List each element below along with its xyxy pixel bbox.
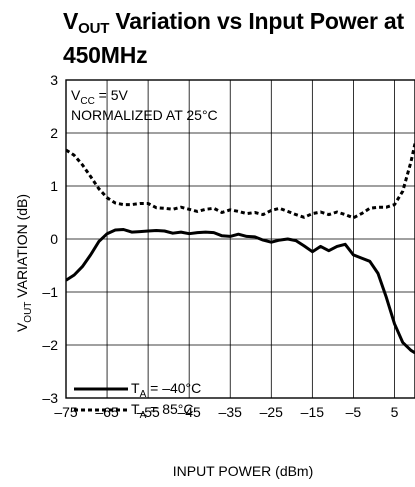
y-tick-label: 1: [50, 178, 58, 194]
x-tick-label: –55: [136, 404, 160, 420]
y-tick-label: –3: [42, 390, 58, 406]
x-tick-label: –65: [95, 404, 119, 420]
normalized-annotation: NORMALIZED AT 25°C: [71, 107, 218, 123]
series-layer: [66, 143, 415, 355]
y-tick-label: –2: [42, 337, 58, 353]
title-line2: 450MHz: [63, 42, 148, 68]
legend-label-dashed: TA = 85°C: [131, 401, 193, 421]
title-rest: Variation vs Input Power at: [109, 8, 404, 34]
x-tick-label: –15: [301, 404, 325, 420]
y-tick-label: 0: [50, 231, 58, 247]
x-tick-label: –35: [219, 404, 243, 420]
x-tick-label: –5: [346, 404, 362, 420]
plot-frame: [65, 79, 415, 399]
grid-lines: [65, 79, 415, 399]
title-sub-out: OUT: [78, 20, 110, 37]
y-tick-label: 3: [50, 72, 58, 88]
y-axis-label: VOUT VARIATION (dB): [14, 194, 34, 332]
x-axis-label: INPUT POWER (dBm): [173, 463, 314, 479]
y-tick-label: –1: [42, 284, 58, 300]
x-tick-label: –45: [177, 404, 201, 420]
chart-title: VOUT Variation vs Input Power at 450MHz: [63, 8, 413, 69]
legend-label-solid: TA = –40°C: [131, 380, 201, 400]
y-tick-label: 2: [50, 125, 58, 141]
vcc-annotation: VCC = 5V: [71, 87, 129, 107]
legend: TA = –40°C TA = 85°C: [74, 380, 201, 421]
x-tick-label: 5: [391, 404, 399, 420]
series-85c-line: [66, 143, 415, 220]
title-v: V: [63, 8, 79, 34]
x-tick-label: –25: [260, 404, 284, 420]
series-minus40c-line: [66, 228, 415, 355]
x-tick-label: –75: [54, 404, 78, 420]
